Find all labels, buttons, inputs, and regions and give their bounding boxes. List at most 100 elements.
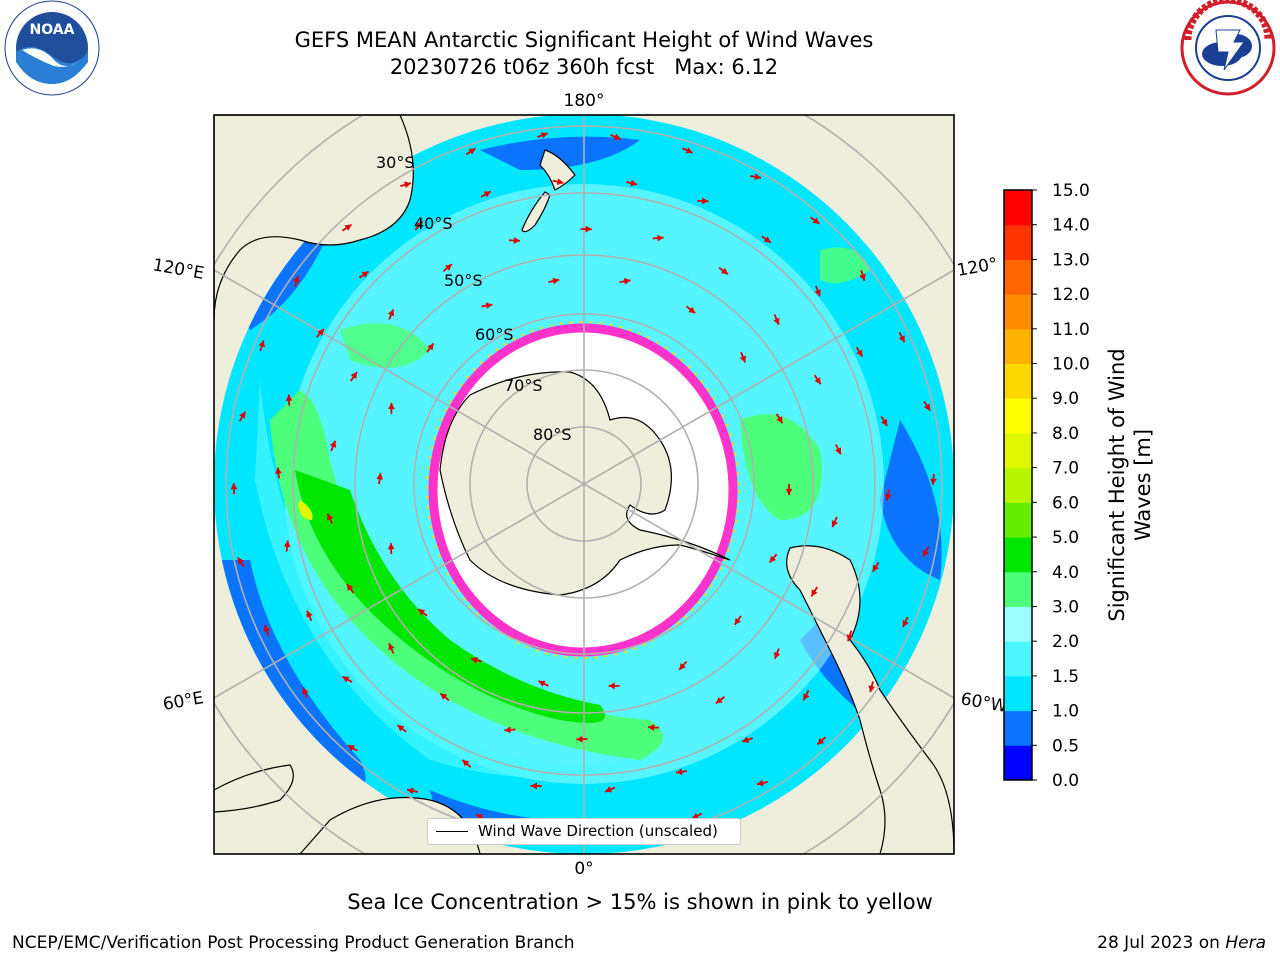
wave-direction-arrowhead — [923, 549, 929, 557]
wave-direction-arrowhead — [872, 564, 879, 572]
wave-direction-arrowhead — [923, 403, 931, 411]
legend-label: Wind Wave Direction (unscaled) — [478, 822, 718, 840]
wave-direction-arrowhead — [285, 394, 293, 401]
wave-direction-arrowhead — [884, 493, 892, 501]
colorbar-tick-label: 2.0 — [1052, 632, 1079, 652]
colorbar-segment — [1004, 224, 1032, 260]
lon-label-0: 0° — [574, 859, 593, 879]
wave-direction-arrowhead — [831, 520, 838, 528]
wave-direction-arrowhead — [868, 685, 876, 693]
wave-direction-arrowhead — [350, 372, 358, 379]
wave-direction-arrowhead — [773, 317, 780, 325]
wave-direction-arrowhead — [327, 513, 334, 521]
legend-line-swatch — [436, 831, 468, 832]
lat-label-40s: 40°S — [414, 214, 453, 233]
wave-direction-arrowhead — [630, 179, 638, 187]
wave-direction-arrowhead — [418, 609, 426, 616]
colorbar-frame — [1003, 189, 1033, 781]
graticule — [214, 115, 954, 854]
colorbar-tick-label: 3.0 — [1052, 597, 1079, 617]
wave-direction-arrowhead — [415, 221, 423, 229]
wave-direction-arrowhead — [407, 787, 414, 795]
wave-direction-arrowhead — [317, 329, 324, 336]
colorbar-segment — [1004, 294, 1032, 330]
wave-direction-arrowhead — [388, 643, 395, 651]
wave-direction-arrowhead — [440, 693, 448, 700]
colorbar-tick-label: 0.5 — [1052, 736, 1079, 756]
colorbar-tick-label: 14.0 — [1052, 216, 1090, 236]
wave-direction-arrowhead — [556, 178, 564, 185]
wave-direction-arrowhead — [902, 620, 909, 628]
wave-direction-arrowhead — [404, 181, 411, 189]
colorbar-tick-label: 8.0 — [1052, 424, 1079, 444]
lon-label-120w: 120° — [955, 254, 999, 281]
colorbar-segment — [1004, 537, 1032, 573]
wave-direction-arrowhead — [530, 782, 537, 790]
wave-direction-arrowhead — [576, 735, 583, 743]
colorbar-segment — [1004, 190, 1032, 226]
colorbar-tick-label: 11.0 — [1052, 320, 1090, 340]
chart-subtitle: 20230726 t06z 360h fcst Max: 6.12 — [389, 55, 779, 79]
wave-direction-arrowhead — [329, 440, 337, 448]
colorbar-segment — [1004, 398, 1032, 434]
colorbar-tick-label: 12.0 — [1052, 285, 1090, 305]
wave-direction-arrowhead — [756, 779, 764, 787]
map-panel: 30°S 40°S 50°S 60°S 70°S 80°S — [214, 115, 954, 854]
wave-direction-arrowhead — [812, 217, 820, 224]
colorbar-tick-label: 10.0 — [1052, 355, 1090, 375]
wave-direction-arrowhead — [685, 147, 693, 154]
wave-direction-arrowhead — [691, 812, 699, 819]
chart-title: GEFS MEAN Antarctic Significant Height o… — [294, 28, 874, 52]
nws-logo — [1180, 0, 1276, 96]
lat-label-80s: 80°S — [533, 425, 572, 444]
wave-direction-arrowhead — [742, 736, 750, 743]
colorbar-segment — [1004, 467, 1032, 503]
colorbar-segment — [1004, 606, 1032, 642]
wave-direction-arrowhead — [623, 278, 631, 285]
wave-direction-arrowhead — [387, 543, 395, 550]
colorbar-tick-label: 13.0 — [1052, 250, 1090, 270]
new-zealand-landmass — [521, 149, 576, 233]
lat-label-70s: 70°S — [504, 376, 543, 395]
wave-direction-arrowhead — [342, 676, 350, 683]
wind-wave-direction-arrows — [230, 132, 937, 837]
colorbar-tick-label: 1.0 — [1052, 702, 1079, 722]
wave-direction-arrowhead — [344, 224, 352, 231]
noaa-logo: NOAA — [4, 0, 100, 96]
colorbar-segment — [1004, 675, 1032, 712]
wave-direction-arrowhead — [302, 687, 309, 695]
wave-direction-arrowhead — [346, 584, 354, 591]
wave-direction-arrowhead — [376, 473, 383, 480]
wave-direction-arrowhead — [688, 306, 696, 314]
footer-credit: NCEP/EMC/Verification Post Processing Pr… — [12, 933, 575, 953]
colorbar-segment — [1004, 259, 1032, 295]
wave-direction-arrowhead — [387, 309, 395, 317]
wave-direction-arrowhead — [814, 289, 821, 297]
wave-direction-arrowhead — [552, 277, 560, 285]
wave-direction-arrowhead — [803, 693, 810, 701]
australia-landmass — [214, 115, 414, 321]
wave-direction-arrowhead — [776, 416, 783, 424]
wave-direction-arrowhead — [397, 725, 405, 732]
colorbar: 0.0 0.5 1.0 1.5 2.0 3.0 4.0 5.0 6.0 7.0 8.0 9.0 10.0… — [1003, 181, 1090, 791]
wave-direction-arrowhead — [856, 349, 863, 357]
footer-host: Hera — [1225, 933, 1266, 953]
wave-direction-arrowhead — [835, 447, 842, 455]
map-frame — [213, 114, 955, 855]
wave-direction-arrowhead — [605, 786, 613, 793]
wave-direction-arrowhead — [293, 275, 300, 283]
wave-direction-arrowhead — [306, 610, 313, 618]
lat-label-60s: 60°S — [475, 325, 514, 344]
colorbar-tick-label: 0.0 — [1052, 771, 1079, 791]
wave-direction-arrowhead — [468, 148, 476, 155]
colorbar-label: Significant Height of Wind Waves [m] — [1105, 348, 1155, 621]
latitude-labels: 30°S 40°S 50°S 60°S 70°S 80°S — [376, 153, 572, 444]
wave-direction-arrowhead — [538, 680, 546, 687]
wave-direction-arrowhead — [483, 191, 491, 198]
wave-direction-arrowhead — [263, 625, 271, 633]
colorbar-segment — [1004, 363, 1032, 399]
lon-label-120e: 120°E — [151, 255, 205, 284]
lon-label-60e: 60°E — [161, 688, 205, 715]
wave-direction-arrowhead — [679, 662, 686, 670]
